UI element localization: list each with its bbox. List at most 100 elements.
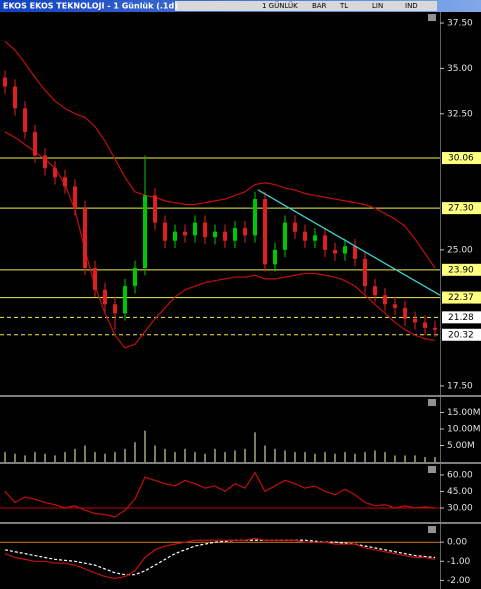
volume-bar bbox=[234, 450, 236, 462]
candle-body bbox=[293, 222, 297, 232]
band-lower bbox=[4, 131, 436, 349]
y-tick-label: 10.00M bbox=[447, 425, 481, 435]
y-tick-label: 37.50 bbox=[447, 19, 473, 29]
candle-body bbox=[183, 231, 187, 236]
candle-body bbox=[343, 246, 347, 254]
toolbar bbox=[175, 1, 437, 11]
panel-button[interactable] bbox=[428, 399, 436, 406]
band-upper bbox=[4, 40, 436, 269]
candle-body bbox=[363, 258, 367, 287]
y-tick-label: 32.50 bbox=[447, 109, 473, 119]
y-tick-label: -1.00 bbox=[447, 557, 471, 567]
volume-bar bbox=[304, 452, 306, 462]
volume-bar bbox=[244, 448, 246, 462]
panel-button[interactable] bbox=[428, 466, 436, 473]
trend-line bbox=[257, 189, 441, 296]
volume-bar bbox=[104, 453, 106, 462]
volume-bar bbox=[274, 448, 276, 462]
candle-body bbox=[123, 286, 127, 314]
candle-body bbox=[33, 131, 37, 156]
candle-body bbox=[303, 231, 307, 241]
volume-bar bbox=[154, 445, 156, 462]
candle-body bbox=[403, 307, 407, 319]
toolbar-item[interactable]: IND bbox=[405, 2, 418, 10]
volume-bar bbox=[14, 453, 16, 462]
price-label-box bbox=[442, 291, 481, 304]
price-label-box bbox=[442, 202, 481, 215]
indicator-line bbox=[4, 537, 436, 580]
y-tick-label: 60.00 bbox=[447, 470, 473, 480]
candle-body bbox=[23, 108, 27, 132]
candle-body bbox=[253, 199, 257, 236]
price-label-box bbox=[442, 311, 481, 324]
volume-bar bbox=[374, 450, 376, 462]
axis-divider bbox=[440, 12, 441, 589]
panel-button[interactable] bbox=[428, 14, 436, 21]
candle-body bbox=[93, 268, 97, 290]
y-tick-label: 30.00 bbox=[447, 503, 473, 513]
candle-body bbox=[423, 322, 427, 328]
volume-bar bbox=[4, 452, 6, 462]
volume-bar bbox=[144, 430, 146, 462]
candle-body bbox=[263, 199, 267, 265]
volume-bar bbox=[164, 448, 166, 462]
price-label: 23.90 bbox=[448, 265, 474, 275]
toolbar-item[interactable]: BAR bbox=[312, 2, 327, 10]
panel-divider bbox=[0, 522, 481, 524]
price-label-box bbox=[442, 152, 481, 165]
volume-bar bbox=[204, 453, 206, 462]
toolbar-item[interactable]: LIN bbox=[372, 2, 383, 10]
candle-body bbox=[223, 231, 227, 241]
volume-bar bbox=[324, 452, 326, 462]
volume-bar bbox=[214, 448, 216, 462]
candle-body bbox=[273, 249, 277, 265]
candle-body bbox=[353, 246, 357, 259]
volume-bar bbox=[254, 432, 256, 462]
toolbar-item[interactable]: TL bbox=[339, 2, 348, 10]
candle-body bbox=[43, 155, 47, 169]
candle-body bbox=[323, 235, 327, 250]
volume-bar bbox=[134, 442, 136, 462]
candle-body bbox=[203, 222, 207, 238]
y-tick-label: 0.00 bbox=[447, 538, 467, 548]
candle-body bbox=[233, 228, 237, 241]
candle-body bbox=[163, 222, 167, 241]
y-tick-label: 25.00 bbox=[447, 245, 473, 255]
window-title: EKOS EKOS TEKNOLOJI - 1 Günlük (.1d) bbox=[3, 2, 178, 11]
toolbar-item[interactable]: 1 GÜNLÜK bbox=[262, 1, 298, 10]
volume-bar bbox=[384, 452, 386, 462]
volume-bar bbox=[184, 448, 186, 462]
candle-body bbox=[173, 231, 177, 241]
price-label-box bbox=[442, 263, 481, 276]
volume-bar bbox=[394, 455, 396, 462]
price-label: 27.30 bbox=[448, 204, 474, 214]
volume-bar bbox=[434, 457, 436, 462]
candle-body bbox=[153, 195, 157, 223]
candle-body bbox=[63, 177, 67, 187]
price-label-box bbox=[442, 328, 481, 341]
volume-bar bbox=[34, 452, 36, 462]
candle-body bbox=[133, 268, 137, 287]
signal-line bbox=[4, 539, 436, 576]
candle-body bbox=[383, 295, 387, 305]
volume-bar bbox=[334, 453, 336, 462]
volume-bar bbox=[314, 453, 316, 462]
volume-bar bbox=[174, 452, 176, 462]
volume-bar bbox=[94, 452, 96, 462]
panel-button[interactable] bbox=[428, 526, 436, 533]
volume-bar bbox=[364, 452, 366, 462]
indicator-line bbox=[4, 471, 436, 518]
y-tick-label: 17.50 bbox=[447, 381, 473, 391]
volume-bar bbox=[404, 455, 406, 462]
price-label: 22.37 bbox=[448, 293, 474, 303]
y-tick-label: -2.00 bbox=[447, 576, 471, 586]
price-label: 20.32 bbox=[448, 330, 474, 340]
candle-body bbox=[283, 222, 287, 250]
candle-body bbox=[433, 327, 437, 330]
candle-body bbox=[393, 304, 397, 308]
candle-body bbox=[413, 318, 417, 323]
candle-body bbox=[193, 222, 197, 236]
candle-body bbox=[13, 86, 17, 109]
volume-bar bbox=[414, 455, 416, 462]
